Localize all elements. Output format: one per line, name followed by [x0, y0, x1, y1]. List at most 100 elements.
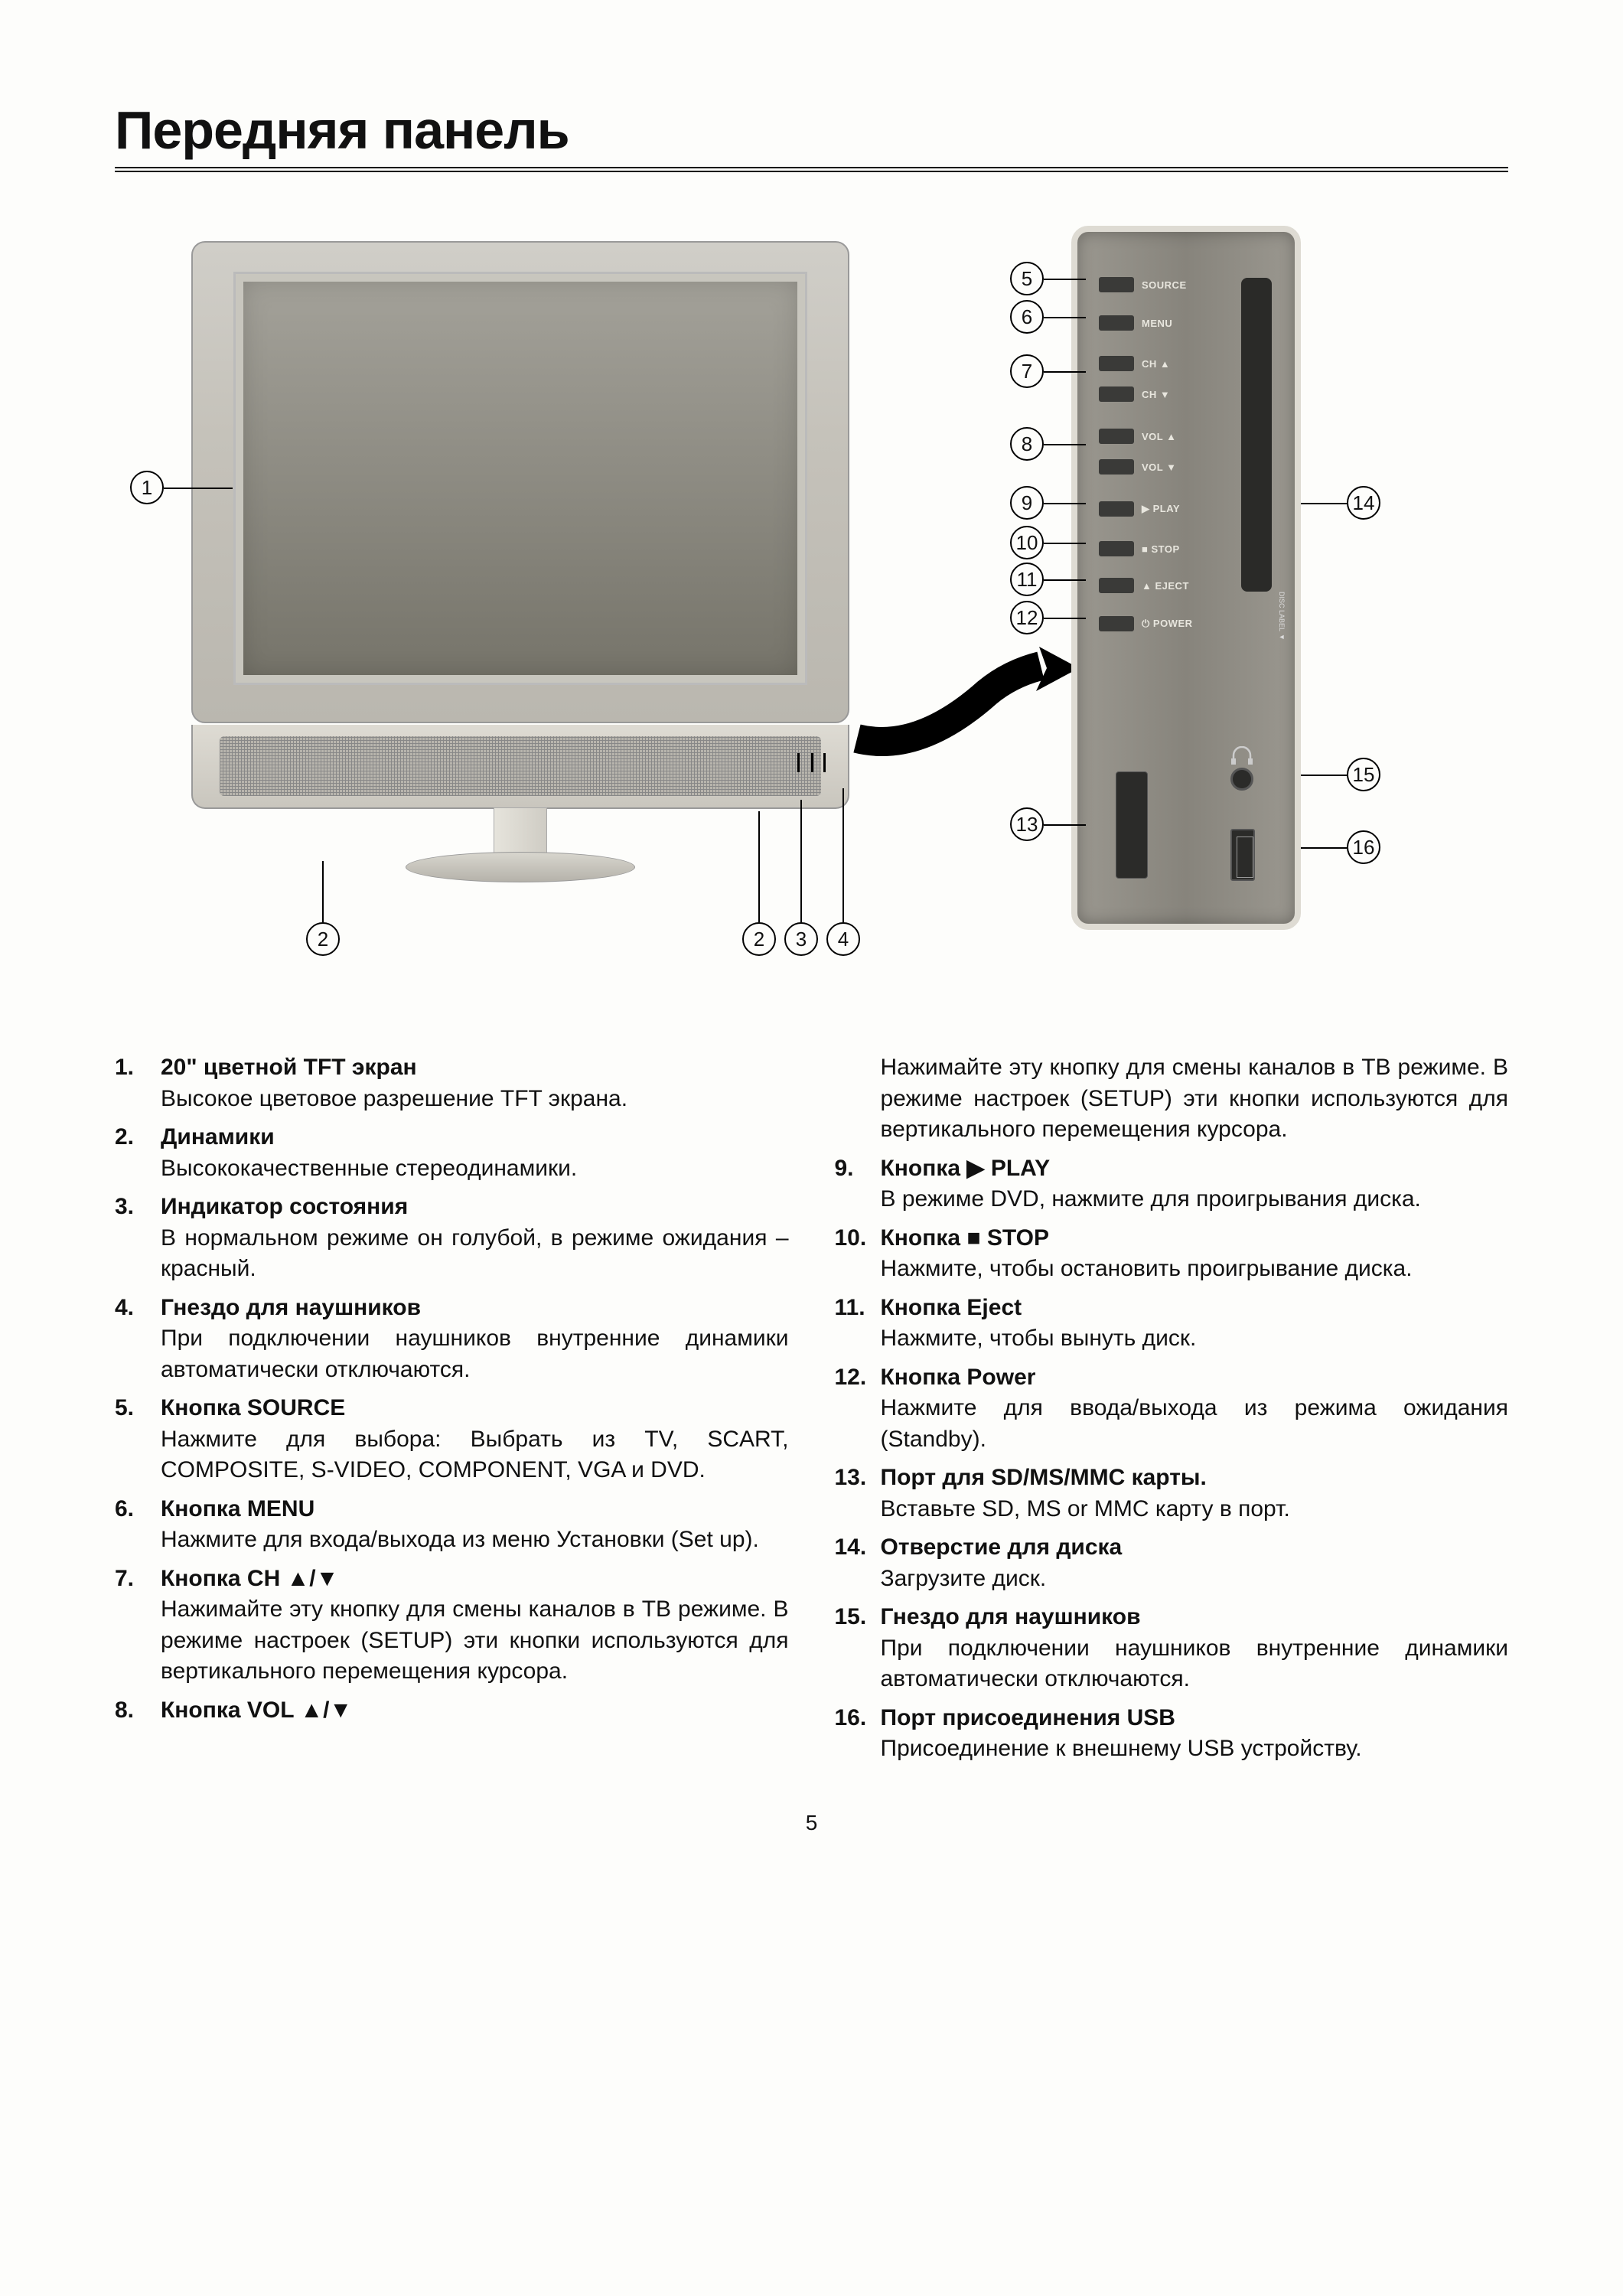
side-button	[1099, 501, 1134, 517]
item-number: 5.	[115, 1393, 134, 1424]
callout-10: 10	[1010, 526, 1044, 559]
item-number: 9.	[835, 1153, 854, 1185]
item-number: 6.	[115, 1494, 134, 1525]
callout-number: 9	[1010, 486, 1044, 520]
callout-3: 3	[784, 922, 818, 956]
list-item: 15.Гнездо для наушниковПри подключении н…	[835, 1602, 1509, 1695]
callout-number: 5	[1010, 262, 1044, 295]
item-description: Загрузите диск.	[881, 1564, 1509, 1595]
side-button-row: ▲ EJECT	[1099, 575, 1189, 596]
item-description: Нажмите, чтобы вынуть диск.	[881, 1323, 1509, 1355]
list-item: 9.Кнопка ▶ PLAYВ режиме DVD, нажмите для…	[835, 1153, 1509, 1215]
side-button-row: MENU	[1099, 312, 1172, 334]
item-number: 11.	[835, 1293, 865, 1324]
side-button-label: VOL ▼	[1142, 461, 1176, 473]
item-description: Вставьте SD, MS or MMC карту в порт.	[881, 1494, 1509, 1525]
list-item: 1.20" цветной TFT экранВысокое цветовое …	[115, 1052, 789, 1114]
list-item: 10. Кнопка ■ STOP Нажмите, чтобы остановит…	[835, 1223, 1509, 1285]
side-button	[1099, 315, 1134, 331]
tv-speaker-bar	[191, 725, 849, 809]
list-item: 6.Кнопка MENUНажмите для входа/выхода из…	[115, 1494, 789, 1556]
item-number: 13.	[835, 1463, 867, 1494]
item-title: Порт для SD/MS/MMC карты.	[881, 1465, 1207, 1490]
callout-14: 14	[1347, 486, 1380, 520]
side-button-label: SOURCE	[1142, 279, 1187, 291]
callout-number: 11	[1010, 563, 1044, 596]
item-title: Кнопка Eject	[881, 1295, 1022, 1320]
side-button-label: ▲ EJECT	[1142, 580, 1189, 592]
callout-number: 6	[1010, 300, 1044, 334]
item-description: При подключении наушников внутренние дин…	[161, 1323, 789, 1385]
callout-number: 16	[1347, 830, 1380, 864]
callout-5: 5	[1010, 262, 1044, 295]
side-button-row: CH ▲	[1099, 353, 1170, 374]
item-title: Кнопка ■ STOP	[881, 1225, 1050, 1251]
list-item: 4. Гнездо для наушников При подключении на…	[115, 1293, 789, 1386]
page-number: 5	[115, 1811, 1508, 1835]
item-number: 3.	[115, 1192, 134, 1223]
side-button	[1099, 616, 1134, 631]
item-title: Гнездо для наушников	[161, 1295, 421, 1320]
item-description: Высококачественные стереодинамики.	[161, 1153, 789, 1185]
item-title: 20" цветной TFT экран	[161, 1055, 417, 1080]
item-title: Кнопка ▶ PLAY	[881, 1156, 1051, 1181]
list-item: 7.Кнопка CH ▲/▼Нажимайте эту кнопку для …	[115, 1564, 789, 1688]
side-button-row: ■ STOP	[1099, 538, 1180, 559]
list-item: 16. Порт присоединения USB Присоединение к…	[835, 1703, 1509, 1765]
callout-1: 1	[130, 471, 164, 504]
callout-number: 13	[1010, 807, 1044, 841]
callout-13: 13	[1010, 807, 1044, 841]
speaker-grill	[220, 736, 821, 796]
item-title: Кнопка MENU	[161, 1496, 314, 1521]
callout-number: 8	[1010, 427, 1044, 461]
callout-8: 8	[1010, 427, 1044, 461]
item-title: Отверстие для диска	[881, 1534, 1123, 1560]
side-button	[1099, 429, 1134, 444]
side-button-row: VOL ▲	[1099, 426, 1176, 447]
tv-front	[191, 241, 849, 823]
item-description: Нажмите, чтобы остановить проигрывание д…	[881, 1254, 1509, 1285]
callout-number: 7	[1010, 354, 1044, 388]
item-number: 8.	[115, 1695, 134, 1727]
side-button	[1099, 578, 1134, 593]
front-mark	[797, 753, 800, 772]
item-title: Динамики	[161, 1124, 275, 1150]
side-button-row: ▶ PLAY	[1099, 498, 1180, 520]
side-button	[1099, 386, 1134, 402]
item-number: 12.	[835, 1362, 867, 1394]
headphone-jack	[1230, 768, 1253, 791]
item-number: 16.	[835, 1703, 867, 1734]
tv-screen	[233, 272, 807, 685]
disc-slot-label: DISC LABEL ◄	[1278, 592, 1286, 641]
item-title: Гнездо для наушников	[881, 1604, 1141, 1629]
item-description: Высокое цветовое разрешение TFT экрана.	[161, 1084, 789, 1115]
list-item: 2. Динамики Высококачественные стереодинам…	[115, 1122, 789, 1184]
arrow-icon	[849, 647, 1071, 762]
item-number: 4.	[115, 1293, 134, 1324]
list-item: 11. Кнопка Eject Нажмите, чтобы вынуть дис…	[835, 1293, 1509, 1355]
side-button-row: ⏻ POWER	[1099, 613, 1193, 634]
item-number: 10.	[835, 1223, 867, 1254]
callout-number: 2	[742, 922, 776, 956]
callout-number: 4	[826, 922, 860, 956]
item-description: Присоединение к внешнему USB устройству.	[881, 1733, 1509, 1765]
column-right: Нажимайте эту кнопку для смены каналов в…	[835, 1052, 1509, 1773]
side-button	[1099, 356, 1134, 371]
item-title: Порт присоединения USB	[881, 1705, 1175, 1730]
item-description: При подключении наушников внутренние дин…	[881, 1633, 1509, 1695]
callout-9: 9	[1010, 486, 1044, 520]
item-number: 2.	[115, 1122, 134, 1153]
list-item: 5.Кнопка SOURCEНажмите для выбора: Выбра…	[115, 1393, 789, 1486]
item-number: 14.	[835, 1532, 867, 1564]
callout-12: 12	[1010, 601, 1044, 634]
side-button-label: CH ▲	[1142, 358, 1170, 370]
callout-number: 3	[784, 922, 818, 956]
item-description: Нажмите для выбора: Выбрать из TV, SCART…	[161, 1424, 789, 1486]
usb-port	[1230, 829, 1255, 881]
callout-2: 2	[742, 922, 776, 956]
continuation-text: Нажимайте эту кнопку для смены каналов в…	[835, 1052, 1509, 1146]
sd-card-slot	[1116, 771, 1148, 879]
callout-15: 15	[1347, 758, 1380, 791]
item-number: 7.	[115, 1564, 134, 1595]
diagram: DISC LABEL ◄ SOURCEMENUCH ▲CH ▼VOL ▲VOL …	[115, 218, 1508, 1029]
